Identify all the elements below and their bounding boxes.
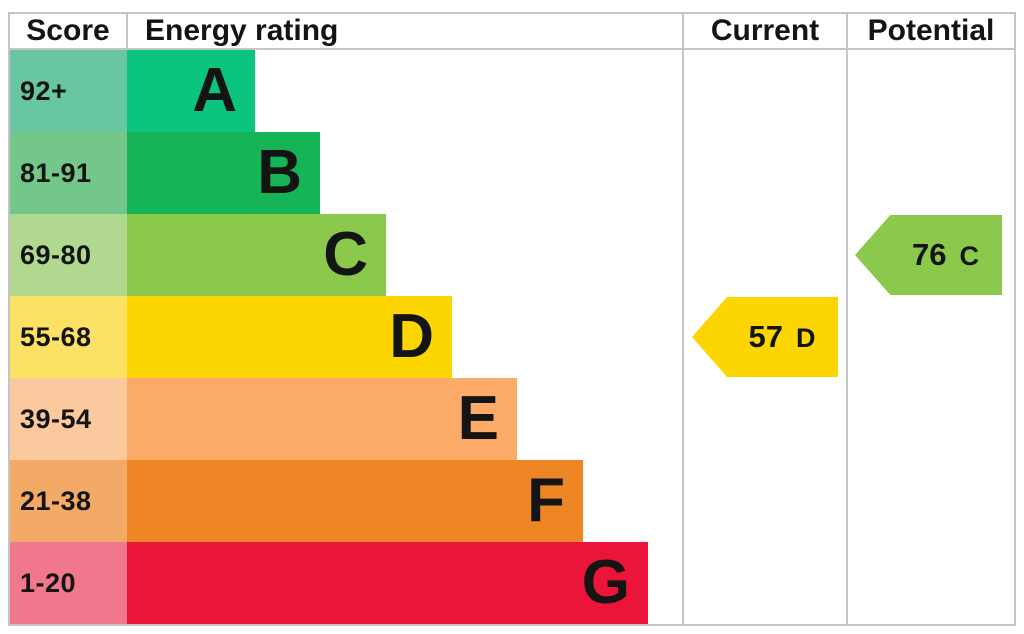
score-range-g: 1-20 [10, 542, 127, 624]
current-column-header: Current [710, 14, 820, 47]
potential-column-header: Potential [867, 14, 995, 47]
current-rating-value: 57 [748, 319, 783, 354]
energy-bar-b: B [127, 132, 320, 214]
energy-bar-a: A [127, 50, 255, 132]
band-row-c: 69-80 C [10, 214, 386, 296]
band-row-g: 1-20 G [10, 542, 648, 624]
band-row-a: 92+ A [10, 50, 255, 132]
energy-bar-e: E [127, 378, 517, 460]
potential-rating-text: 76 C [878, 237, 979, 273]
energy-bar-g: G [127, 542, 648, 624]
table-bottom-border [8, 624, 1016, 626]
band-letter-a: A [192, 56, 237, 125]
band-letter-f: F [527, 466, 565, 535]
band-row-b: 81-91 B [10, 132, 320, 214]
table-right-border [1014, 12, 1016, 626]
potential-column-divider [846, 12, 848, 626]
score-range-f: 21-38 [10, 460, 127, 542]
energy-rating-column-header: Energy rating [145, 14, 339, 47]
score-column-divider [126, 12, 128, 50]
band-letter-d: D [389, 302, 434, 371]
energy-bar-c: C [127, 214, 386, 296]
score-range-b: 81-91 [10, 132, 127, 214]
energy-bar-f: F [127, 460, 583, 542]
header-bottom-border [8, 48, 1016, 50]
current-rating-text: 57 D [715, 319, 816, 355]
potential-rating-arrow: 76 C [855, 215, 1002, 295]
energy-bar-d: D [127, 296, 452, 378]
band-letter-e: E [457, 384, 499, 453]
score-range-c: 69-80 [10, 214, 127, 296]
score-range-a: 92+ [10, 50, 127, 132]
current-rating-band: D [795, 323, 816, 353]
score-column-header: Score [26, 14, 110, 47]
current-rating-arrow: 57 D [692, 297, 838, 377]
band-letter-g: G [581, 548, 630, 617]
table-top-border [8, 12, 1016, 14]
current-column-divider [682, 12, 684, 626]
score-range-e: 39-54 [10, 378, 127, 460]
potential-rating-band: C [959, 241, 979, 271]
score-range-d: 55-68 [10, 296, 127, 378]
band-letter-c: C [323, 220, 368, 289]
band-letter-b: B [257, 138, 302, 207]
band-row-f: 21-38 F [10, 460, 583, 542]
band-row-e: 39-54 E [10, 378, 517, 460]
table-left-border [8, 12, 10, 626]
band-row-d: 55-68 D [10, 296, 452, 378]
potential-rating-value: 76 [912, 237, 947, 272]
